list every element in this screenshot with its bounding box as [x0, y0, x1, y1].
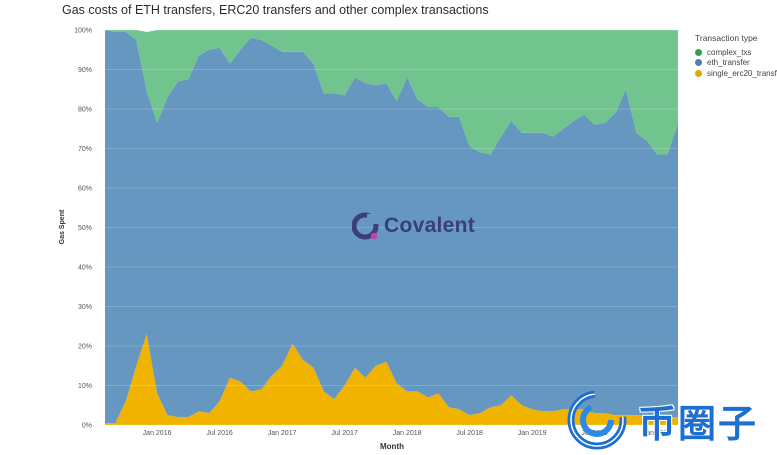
y-tick-label: 70% — [78, 146, 92, 153]
x-axis-label: Month — [380, 442, 404, 451]
y-tick-label: 60% — [78, 186, 92, 193]
x-tick-label: Jan 2017 — [268, 430, 297, 437]
area-eth-transfer[interactable] — [105, 30, 678, 423]
legend-item-complex-txs[interactable]: complex_txs — [695, 47, 777, 58]
covalent-watermark: Covalent — [352, 212, 475, 240]
covalent-text: Covalent — [384, 214, 476, 237]
legend-item-eth-transfer[interactable]: eth_transfer — [695, 58, 777, 69]
x-tick-label: Jul 2016 — [206, 430, 233, 437]
y-tick-label: 40% — [78, 265, 92, 272]
legend-title: Transaction type — [695, 33, 758, 43]
area-single-erc20-transfer[interactable] — [105, 334, 678, 425]
area-complex-txs[interactable] — [105, 30, 678, 155]
x-tick-label: Jan 2020 — [643, 430, 672, 437]
y-tick-label: 50% — [78, 225, 92, 232]
covalent-logo-icon — [352, 212, 379, 240]
x-tick-label: Jul 2018 — [456, 430, 483, 437]
y-tick-label: 80% — [78, 107, 92, 114]
legend: Transaction type complex_txs eth_transfe… — [695, 33, 777, 79]
y-tick-label: 20% — [78, 344, 92, 351]
legend-label: eth_transfer — [707, 58, 750, 68]
y-tick-label: 90% — [78, 67, 92, 74]
biquanzi-logo-icon — [567, 390, 627, 450]
legend-label: single_erc20_transfer — [707, 68, 777, 78]
y-tick-label: 10% — [78, 383, 92, 390]
legend-swatch-eth-transfer — [695, 59, 702, 67]
y-tick-label: 100% — [74, 28, 92, 35]
x-tick-label: Jan 2016 — [143, 430, 172, 437]
y-axis-label: Gas Spent — [59, 209, 66, 244]
legend-item-single-erc20-transfer[interactable]: single_erc20_transfer — [695, 68, 777, 79]
legend-swatch-complex-txs — [695, 48, 702, 56]
legend-swatch-single-erc20-transfer — [695, 69, 702, 77]
y-tick-label: 0% — [82, 423, 92, 430]
x-tick-label: Jan 2018 — [393, 430, 422, 437]
chart-title: Gas costs of ETH transfers, ERC20 transf… — [62, 3, 489, 17]
x-tick-label: Jul 2017 — [331, 430, 358, 437]
biquanzi-text: 币圈子 — [638, 403, 759, 446]
legend-label: complex_txs — [707, 47, 752, 57]
y-tick-label: 30% — [78, 304, 92, 311]
biquanzi-watermark: 币圈子 — [566, 389, 758, 451]
x-tick-label: Jan 2019 — [518, 430, 547, 437]
